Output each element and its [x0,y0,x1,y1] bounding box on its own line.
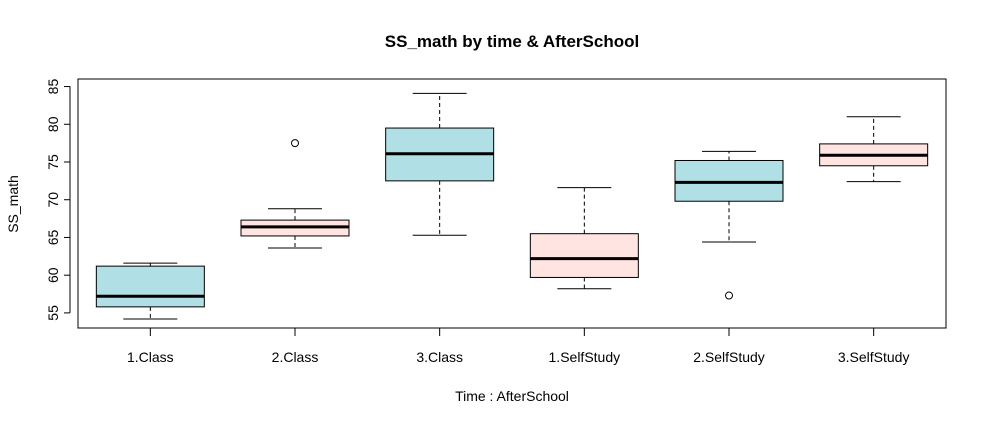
iqr-box [674,159,784,202]
box-3-selfstudy [819,116,929,183]
x-tick-label: 3.Class [416,349,463,365]
y-tick-label: 55 [45,305,61,321]
iqr-box [529,233,639,278]
box-2-class [240,139,350,249]
outlier-point [291,139,299,148]
chart-title: SS_math by time & AfterSchool [385,32,639,51]
box-3-class [385,92,495,236]
iqr-box [95,265,205,308]
y-tick-label: 65 [45,229,61,245]
y-axis-label: SS_math [5,175,21,233]
y-tick-label: 60 [45,267,61,283]
y-tick-label: 85 [45,79,61,95]
y-axis: 55 60 65 70 75 80 85 [45,79,71,321]
boxes [95,92,929,320]
x-tick-label: 1.SelfStudy [549,349,621,365]
outlier-point [725,291,733,300]
x-tick-label: 1.Class [127,349,174,365]
y-tick-label: 80 [45,116,61,132]
x-tick-label: 3.SelfStudy [838,349,910,365]
x-axis-label: Time : AfterSchool [455,388,569,404]
box-1-selfstudy [529,187,639,290]
y-tick-label: 75 [45,154,61,170]
x-tick-label: 2.Class [272,349,319,365]
box-1-class [95,262,205,320]
y-tick-label: 70 [45,192,61,208]
box-2-selfstudy [674,150,784,300]
x-tick-label: 2.SelfStudy [693,349,765,365]
plot-frame [77,78,947,329]
x-axis: 1.Class 2.Class 3.Class 1.SelfStudy 2.SelfSt… [127,328,909,365]
